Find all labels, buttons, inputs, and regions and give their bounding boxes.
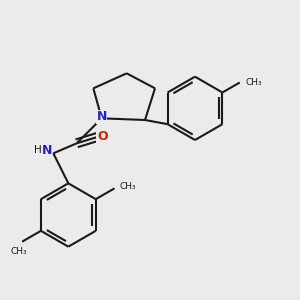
Text: CH₃: CH₃ [11, 247, 27, 256]
Text: CH₃: CH₃ [245, 78, 262, 87]
Text: N: N [97, 110, 107, 123]
Text: O: O [97, 130, 108, 143]
Text: H: H [34, 145, 42, 155]
Text: CH₃: CH₃ [119, 182, 136, 191]
Text: N: N [41, 144, 52, 157]
